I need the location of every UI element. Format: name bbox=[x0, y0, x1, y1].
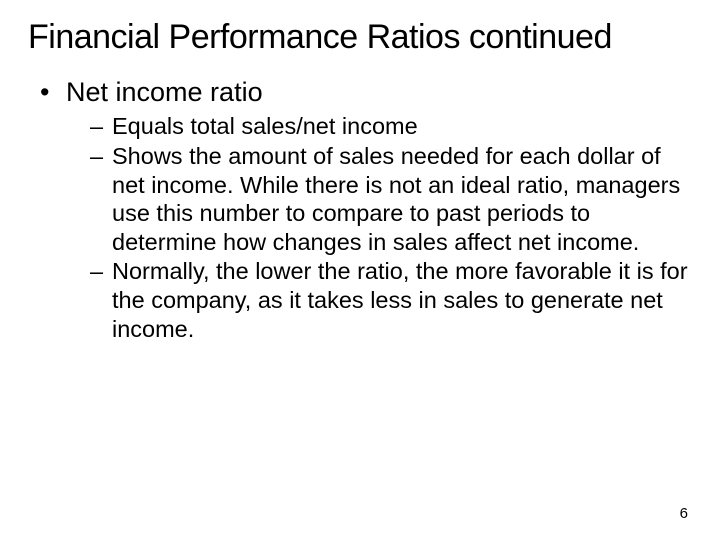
sub-bullet-3: Normally, the lower the ratio, the more … bbox=[90, 257, 692, 343]
slide-container: Financial Performance Ratios continued N… bbox=[0, 0, 720, 343]
sub-bullet-1: Equals total sales/net income bbox=[90, 112, 692, 141]
slide-title: Financial Performance Ratios continued bbox=[28, 18, 692, 57]
bullet-list-level1: Net income ratio Equals total sales/net … bbox=[28, 75, 692, 343]
page-number: 6 bbox=[680, 505, 688, 522]
bullet-list-level2: Equals total sales/net income Shows the … bbox=[66, 112, 692, 343]
sub-bullet-2: Shows the amount of sales needed for eac… bbox=[90, 142, 692, 257]
bullet-net-income-ratio: Net income ratio Equals total sales/net … bbox=[40, 75, 692, 343]
bullet-label: Net income ratio bbox=[66, 77, 263, 107]
